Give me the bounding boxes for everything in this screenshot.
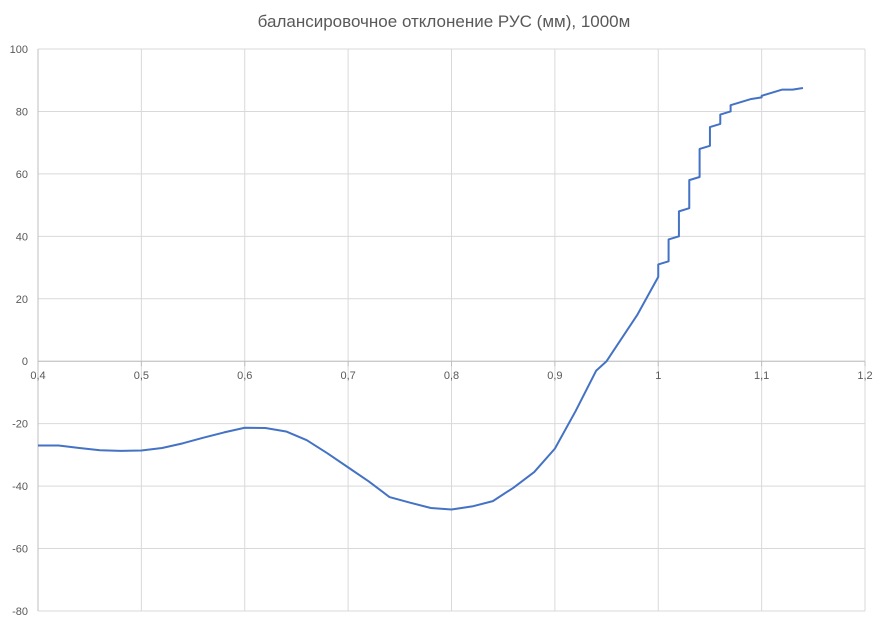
x-tick-label: 0,7 xyxy=(340,370,355,382)
y-tick-label: -40 xyxy=(12,481,28,493)
y-tick-label: -80 xyxy=(12,606,28,618)
y-tick-label: 0 xyxy=(22,356,28,368)
x-tick-label: 0,4 xyxy=(30,370,45,382)
y-tick-label: 20 xyxy=(16,294,28,306)
y-tick-label: -20 xyxy=(12,419,28,431)
y-tick-label: 40 xyxy=(16,231,28,243)
y-tick-label: 60 xyxy=(16,169,28,181)
y-tick-label: 100 xyxy=(10,44,28,56)
x-tick-label: 0,9 xyxy=(547,370,562,382)
x-tick-label: 1,1 xyxy=(754,370,769,382)
y-tick-label: -60 xyxy=(12,544,28,556)
x-tick-label: 0,5 xyxy=(134,370,149,382)
x-tick-label: 0,8 xyxy=(444,370,459,382)
x-tick-label: 0,6 xyxy=(237,370,252,382)
chart-title: балансировочное отклонение РУС (мм), 100… xyxy=(257,12,631,31)
y-tick-label: 80 xyxy=(16,106,28,118)
x-tick-label: 1,2 xyxy=(857,370,872,382)
x-tick-label: 1 xyxy=(655,370,661,382)
series-line xyxy=(38,87,804,511)
